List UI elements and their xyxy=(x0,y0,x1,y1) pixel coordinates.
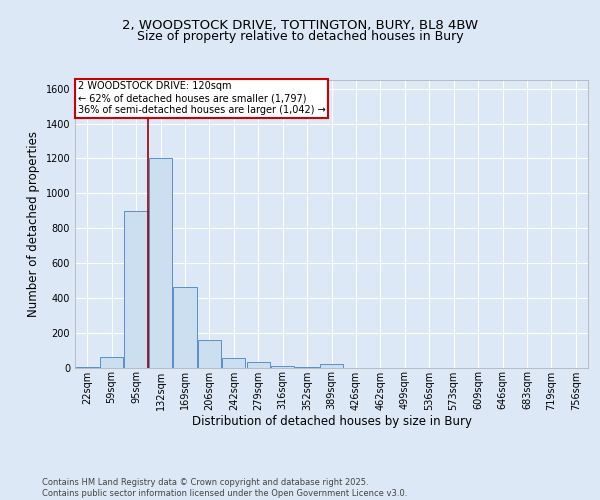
Bar xyxy=(149,158,172,368)
Bar xyxy=(76,366,99,368)
Bar xyxy=(222,358,245,368)
Bar xyxy=(124,210,148,368)
X-axis label: Distribution of detached houses by size in Bury: Distribution of detached houses by size … xyxy=(191,415,472,428)
Bar xyxy=(198,340,221,367)
Bar xyxy=(100,357,123,368)
Bar xyxy=(320,364,343,368)
Text: 2, WOODSTOCK DRIVE, TOTTINGTON, BURY, BL8 4BW: 2, WOODSTOCK DRIVE, TOTTINGTON, BURY, BL… xyxy=(122,19,478,32)
Bar xyxy=(247,362,270,368)
Text: Size of property relative to detached houses in Bury: Size of property relative to detached ho… xyxy=(137,30,463,43)
Text: 2 WOODSTOCK DRIVE: 120sqm
← 62% of detached houses are smaller (1,797)
36% of se: 2 WOODSTOCK DRIVE: 120sqm ← 62% of detac… xyxy=(77,82,325,114)
Text: Contains HM Land Registry data © Crown copyright and database right 2025.
Contai: Contains HM Land Registry data © Crown c… xyxy=(42,478,407,498)
Bar xyxy=(173,288,197,368)
Y-axis label: Number of detached properties: Number of detached properties xyxy=(27,130,40,317)
Bar xyxy=(271,366,294,368)
Bar xyxy=(295,366,319,368)
